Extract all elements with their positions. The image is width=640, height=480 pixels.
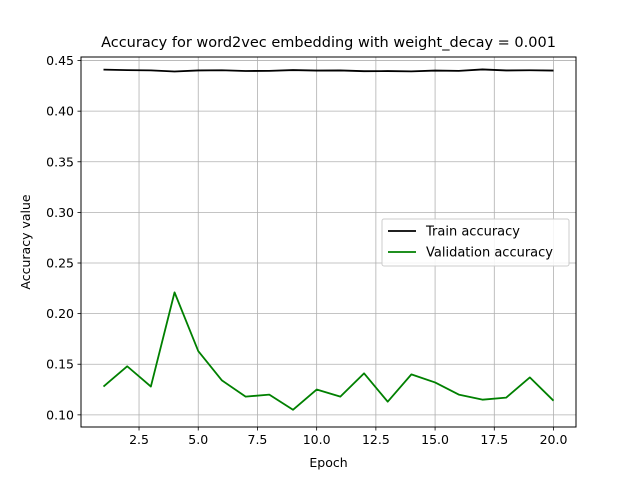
legend-label: Train accuracy [425, 225, 520, 240]
grid [81, 57, 576, 427]
y-tick-label: 0.35 [46, 154, 74, 169]
x-tick-label: 5.0 [188, 432, 208, 447]
legend-box [381, 218, 570, 267]
y-tick-label: 0.15 [46, 357, 74, 372]
x-tick-label: 7.5 [248, 432, 268, 447]
y-tick-label: 0.25 [46, 256, 74, 271]
legend: Train accuracy Validation accuracy [381, 218, 570, 267]
x-tick-label: 2.5 [129, 432, 149, 447]
series-line-train-accuracy [103, 68, 554, 73]
x-tick-label: 15.0 [421, 432, 449, 447]
series-line-validation-accuracy [102, 291, 555, 411]
plot-frame [80, 56, 577, 428]
x-tick-label: 10.0 [303, 432, 331, 447]
y-axis-label: Accuracy value [18, 194, 33, 289]
x-tick-label: 12.5 [362, 432, 390, 447]
ticks: 2.5 5.0 7.5 10.0 12.5 15.0 17.5 20.0 0.10 0.15 0.2… [46, 53, 567, 447]
legend-label: Validation accuracy [426, 246, 553, 261]
x-tick-label: 17.5 [480, 432, 508, 447]
chart-title: Accuracy for word2vec embedding with wei… [101, 35, 556, 51]
x-tick-label: 20.0 [540, 432, 568, 447]
y-tick-label: 0.20 [46, 306, 74, 321]
y-tick-label: 0.45 [46, 53, 74, 68]
y-tick-label: 0.10 [46, 407, 74, 422]
y-tick-label: 0.40 [46, 104, 74, 119]
x-axis-label: Epoch [309, 455, 347, 470]
y-tick-label: 0.30 [46, 205, 74, 220]
series-group [102, 68, 555, 411]
